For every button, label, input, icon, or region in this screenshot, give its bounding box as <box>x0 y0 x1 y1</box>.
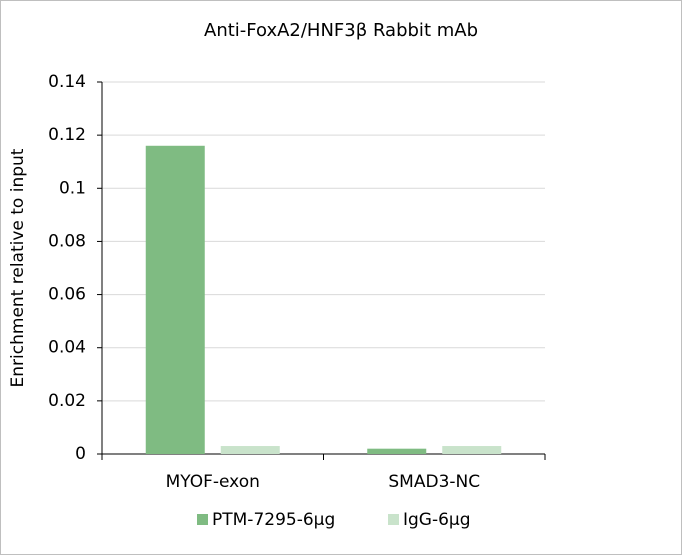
bar <box>367 448 427 454</box>
y-axis-title: Enrichment relative to input <box>8 148 28 387</box>
x-tick-label: SMAD3-NC <box>388 472 480 492</box>
y-tick-label: 0 <box>75 444 86 464</box>
bar <box>220 446 280 454</box>
bar <box>442 446 502 454</box>
legend-swatch <box>388 514 399 525</box>
y-tick-label: 0.08 <box>48 231 86 251</box>
chart-title: Anti-FoxA2/HNF3β Rabbit mAb <box>204 20 478 41</box>
legend-swatch <box>197 514 208 525</box>
legend-label: IgG-6μg <box>403 510 471 530</box>
y-tick-label: 0.12 <box>48 125 86 145</box>
y-tick-label: 0.06 <box>48 285 86 305</box>
y-tick-label: 0.02 <box>48 391 86 411</box>
y-tick-label: 0.04 <box>48 338 86 358</box>
y-tick-label: 0.14 <box>48 72 86 92</box>
bar <box>145 145 205 454</box>
x-tick-label: MYOF-exon <box>166 472 260 492</box>
legend-label: PTM-7295-6μg <box>212 510 335 530</box>
y-tick-label: 0.1 <box>59 178 86 198</box>
